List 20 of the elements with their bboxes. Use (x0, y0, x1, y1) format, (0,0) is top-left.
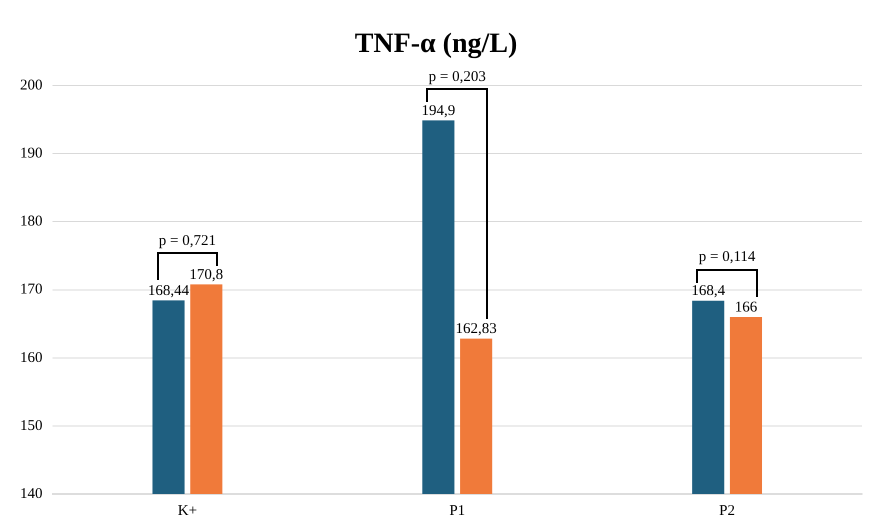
data-label: 168,4 (691, 283, 726, 300)
y-tick-label: 140 (20, 486, 42, 502)
y-tick-label: 200 (20, 78, 42, 94)
y-tick-label: 170 (20, 282, 42, 298)
data-label: 170,8 (189, 266, 224, 283)
y-tick-label: 180 (20, 214, 42, 230)
data-label: 194,9 (421, 102, 456, 119)
chart-title: TNF-α (ng/L) (354, 28, 518, 60)
data-label: 166 (734, 299, 758, 316)
data-label: 162,83 (456, 321, 497, 338)
text: p = 0,203 (428, 68, 486, 85)
data-label: 168,44 (148, 282, 190, 299)
x-tick-label: K+ (178, 502, 198, 519)
annotation: p = 0,721 (158, 232, 216, 249)
x-tick-label: P1 (449, 502, 466, 519)
y-tick-label: 190 (20, 146, 42, 162)
annotation: p = 0,114 (698, 249, 756, 266)
x-tick-label: P2 (719, 502, 736, 519)
y-tick-label: 160 (20, 350, 42, 366)
y-tick-label: 150 (20, 418, 42, 434)
